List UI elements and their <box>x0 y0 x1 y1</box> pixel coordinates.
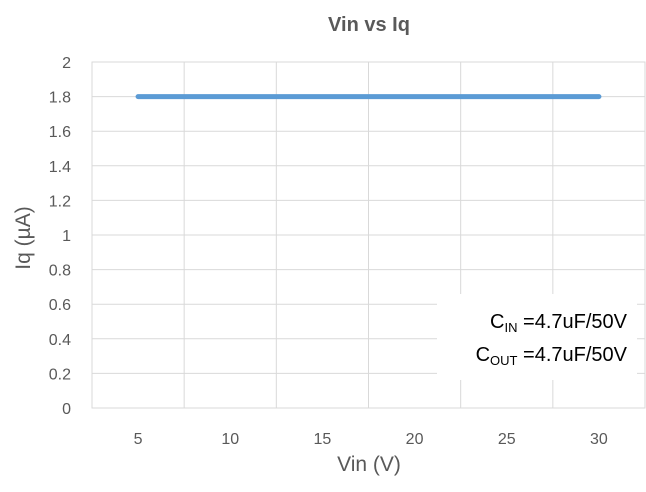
annotation-background <box>437 294 637 380</box>
y-axis-label: Iq (µA) <box>12 206 35 269</box>
annotation-cout-main: C <box>476 344 490 366</box>
x-tick-label: 5 <box>134 431 143 448</box>
y-tick-label: 1.6 <box>49 124 71 141</box>
y-tick-labels: 0 0.2 0.4 0.6 0.8 1 1.2 1.4 1.6 1.8 2 <box>49 55 71 418</box>
y-tick-label: 1.8 <box>49 90 71 107</box>
x-tick-label: 15 <box>314 431 332 448</box>
annotation-cout: COUT =4.7uF/50V <box>476 344 628 368</box>
y-tick-label: 0.8 <box>49 263 71 280</box>
annotation-cin-main: C <box>490 311 504 333</box>
y-tick-label: 1.4 <box>49 159 71 176</box>
y-tick-label: 0.4 <box>49 332 71 349</box>
y-tick-label: 0.2 <box>49 366 71 383</box>
y-tick-label: 2 <box>62 55 71 72</box>
annotation-cin: CIN =4.7uF/50V <box>490 311 628 335</box>
y-tick-label: 1.2 <box>49 193 71 210</box>
annotation-cout-sub: OUT <box>490 353 518 368</box>
chart-title: Vin vs Iq <box>328 14 410 36</box>
y-tick-label: 1 <box>62 228 71 245</box>
x-tick-label: 30 <box>590 431 608 448</box>
annotation-box: CIN =4.7uF/50V COUT =4.7uF/50V <box>437 294 637 380</box>
x-axis-label: Vin (V) <box>337 453 401 476</box>
annotation-cin-sub: IN <box>504 320 517 335</box>
x-tick-labels: 5 10 15 20 25 30 <box>134 431 608 448</box>
y-tick-label: 0.6 <box>49 297 71 314</box>
annotation-cin-rest: =4.7uF/50V <box>517 311 627 333</box>
x-tick-label: 20 <box>406 431 424 448</box>
annotation-cout-rest: =4.7uF/50V <box>517 344 627 366</box>
x-tick-label: 10 <box>221 431 239 448</box>
y-tick-label: 0 <box>62 401 71 418</box>
plot-area-border <box>91 61 646 409</box>
x-tick-label: 25 <box>498 431 516 448</box>
